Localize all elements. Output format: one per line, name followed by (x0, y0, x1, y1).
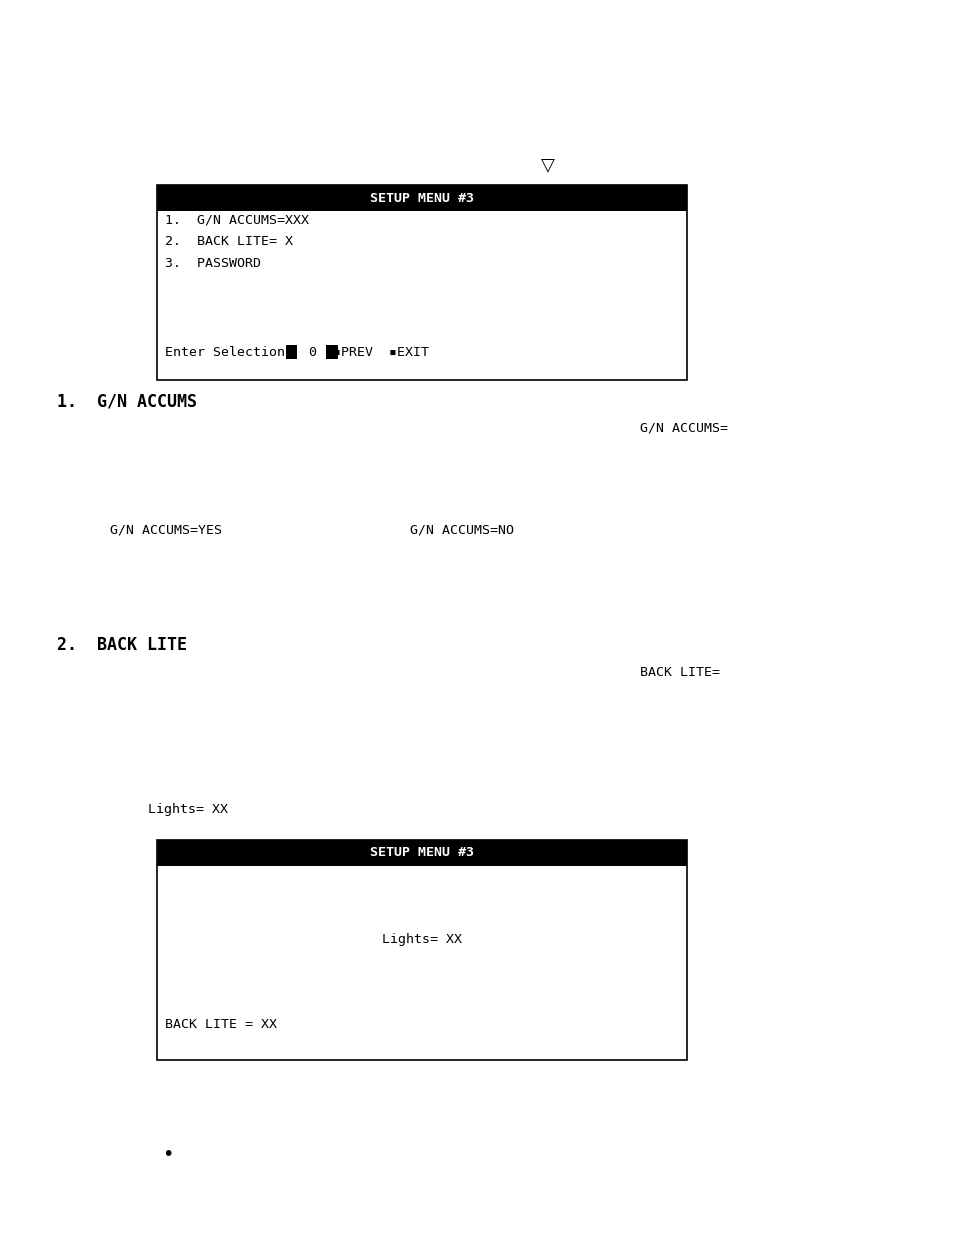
Text: 1.  G/N ACCUMS=XXX: 1. G/N ACCUMS=XXX (165, 214, 309, 226)
Text: •: • (162, 1146, 173, 1165)
Text: Enter Selection:  0  ▪PREV  ▪EXIT: Enter Selection: 0 ▪PREV ▪EXIT (165, 346, 428, 358)
Text: G/N ACCUMS=: G/N ACCUMS= (639, 421, 727, 435)
FancyBboxPatch shape (157, 840, 686, 866)
Text: 2.  BACK LITE: 2. BACK LITE (57, 636, 187, 655)
Text: SETUP MENU #3: SETUP MENU #3 (370, 846, 474, 860)
FancyBboxPatch shape (157, 185, 686, 380)
Text: 1.  G/N ACCUMS: 1. G/N ACCUMS (57, 393, 196, 411)
FancyBboxPatch shape (286, 345, 297, 359)
Text: 3.  PASSWORD: 3. PASSWORD (165, 257, 260, 270)
Text: G/N ACCUMS=YES: G/N ACCUMS=YES (110, 524, 222, 536)
Text: SETUP MENU #3: SETUP MENU #3 (370, 191, 474, 205)
Text: BACK LITE = XX: BACK LITE = XX (165, 1019, 276, 1031)
Text: G/N ACCUMS=NO: G/N ACCUMS=NO (410, 524, 514, 536)
FancyBboxPatch shape (157, 185, 686, 211)
Text: BACK LITE=: BACK LITE= (639, 666, 720, 678)
FancyBboxPatch shape (157, 840, 686, 1060)
Text: Lights= XX: Lights= XX (148, 804, 228, 816)
FancyBboxPatch shape (326, 345, 337, 359)
Text: Lights= XX: Lights= XX (381, 934, 461, 946)
Text: ▽: ▽ (540, 156, 555, 174)
Text: 2.  BACK LITE= X: 2. BACK LITE= X (165, 235, 293, 248)
